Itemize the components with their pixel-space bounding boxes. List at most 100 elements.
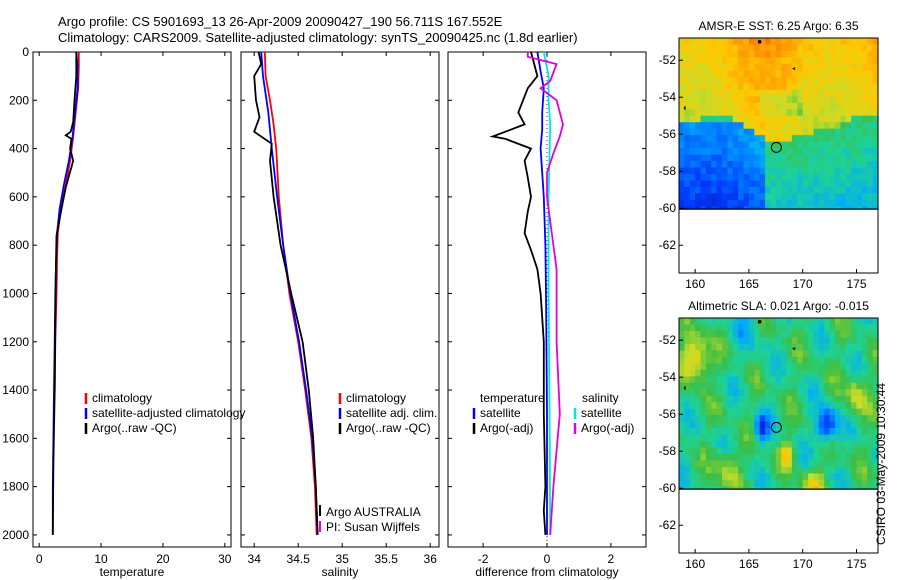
heatmap-cell <box>759 369 766 377</box>
heatmap-cell <box>813 57 820 65</box>
heatmap-cell <box>835 402 841 410</box>
heatmap-cell <box>781 434 788 442</box>
heatmap-cell <box>743 382 750 390</box>
heatmap-cell <box>765 454 772 462</box>
heatmap-cell <box>684 128 691 136</box>
heatmap-cell <box>851 38 858 46</box>
heatmap-cell <box>684 486 691 490</box>
heatmap-cell <box>722 167 728 175</box>
heatmap-cell <box>759 441 766 449</box>
heatmap-cell <box>765 428 772 436</box>
heatmap-cell <box>679 415 685 423</box>
heatmap-cell <box>856 428 863 436</box>
heatmap-cell <box>727 122 734 130</box>
heatmap-cell <box>786 363 793 371</box>
heatmap-cell <box>786 135 793 143</box>
heatmap-cell <box>689 382 696 390</box>
heatmap-cell <box>722 318 728 326</box>
heatmap-cell <box>700 337 707 345</box>
heatmap-cell <box>700 402 707 410</box>
heatmap-cell <box>813 363 820 371</box>
heatmap-cell <box>808 434 815 442</box>
heatmap-cell <box>856 460 863 468</box>
heatmap-cell <box>840 408 847 416</box>
heatmap-cell <box>748 174 755 182</box>
heatmap-cell <box>716 376 723 384</box>
heatmap-cell <box>679 199 685 207</box>
heatmap-cell <box>705 51 712 59</box>
heatmap-cell <box>797 382 804 390</box>
heatmap-cell <box>748 350 755 358</box>
heatmap-cell <box>818 193 825 201</box>
heatmap-cell <box>689 434 696 442</box>
heatmap-cell <box>861 38 868 46</box>
heatmap-cell <box>856 63 863 71</box>
heatmap-cell <box>791 421 798 429</box>
heatmap-cell <box>732 331 739 339</box>
heatmap-cell <box>700 76 707 84</box>
heatmap-cell <box>872 331 879 339</box>
heatmap-cell <box>808 96 815 104</box>
heatmap-cell <box>738 337 745 345</box>
heatmap-cell <box>754 454 761 462</box>
heatmap-cell <box>861 141 868 149</box>
heatmap-cell <box>808 402 815 410</box>
heatmap-cell <box>711 331 718 339</box>
heatmap-cell <box>808 389 815 397</box>
heatmap-cell <box>711 63 718 71</box>
heatmap-cell <box>727 199 734 207</box>
heatmap-cell <box>695 441 702 449</box>
heatmap-cell <box>786 167 793 175</box>
heatmap-cell <box>808 421 815 429</box>
heatmap-cell <box>775 376 782 384</box>
heatmap-cell <box>743 44 750 52</box>
heatmap-cell <box>791 369 798 377</box>
heatmap-cell <box>684 148 691 156</box>
heatmap-cell <box>711 479 718 487</box>
heatmap-cell <box>759 76 766 84</box>
heatmap-cell <box>743 141 750 149</box>
heatmap-cell <box>791 460 798 468</box>
heatmap-cell <box>716 76 723 84</box>
heatmap-cell <box>818 76 825 84</box>
heatmap-cell <box>727 141 734 149</box>
heatmap-cell <box>829 57 836 65</box>
heatmap-cell <box>851 473 858 481</box>
heatmap-cell <box>738 167 745 175</box>
heatmap-cell <box>867 408 874 416</box>
heatmap-cell <box>845 343 852 351</box>
heatmap-cell <box>743 421 750 429</box>
heatmap-cell <box>861 102 868 110</box>
heatmap-cell <box>738 38 745 46</box>
heatmap-cell <box>851 115 858 123</box>
heatmap-cell <box>851 206 858 210</box>
heatmap-cell <box>695 63 702 71</box>
heatmap-cell <box>679 89 685 97</box>
heatmap-cell <box>786 70 793 78</box>
heatmap-cell <box>711 473 718 481</box>
heatmap-cell <box>851 96 858 104</box>
heatmap-cell <box>765 135 772 143</box>
heatmap-cell <box>732 363 739 371</box>
heatmap-cell <box>689 356 696 364</box>
heatmap-cell <box>813 369 820 377</box>
heatmap-cell <box>824 115 831 123</box>
heatmap-cell <box>738 89 745 97</box>
coast-point <box>757 319 762 324</box>
heatmap-cell <box>835 421 841 429</box>
heatmap-cell <box>856 187 863 195</box>
heatmap-cell <box>700 174 707 182</box>
heatmap-cell <box>872 395 879 403</box>
heatmap-cell <box>797 363 804 371</box>
heatmap-cell <box>759 154 766 162</box>
heatmap-cell <box>770 83 777 91</box>
heatmap-cell <box>802 408 809 416</box>
heatmap-cell <box>732 479 739 487</box>
heatmap-cell <box>705 141 712 149</box>
heatmap-cell <box>759 479 766 487</box>
heatmap-cell <box>684 350 691 358</box>
heatmap-cell <box>786 174 793 182</box>
heatmap-cell <box>679 356 685 364</box>
heatmap-cell <box>786 187 793 195</box>
heatmap-cell <box>748 356 755 364</box>
